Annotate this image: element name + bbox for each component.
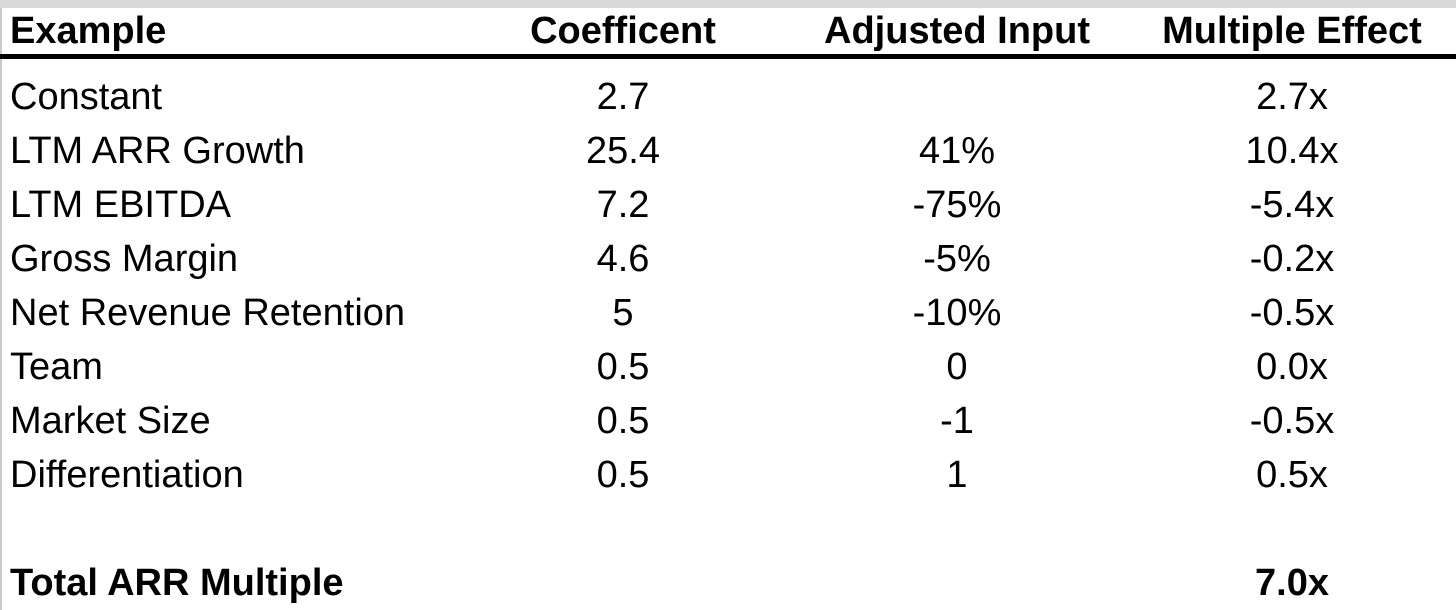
column-header-coefficent: Coefficent bbox=[460, 8, 786, 59]
multiple-effect-value: -0.5x bbox=[1249, 291, 1335, 334]
multiple-effect-value: 0.5x bbox=[1256, 453, 1328, 496]
coefficient-value: 0.5 bbox=[596, 399, 650, 442]
multiple-effect-value: -0.2x bbox=[1249, 237, 1335, 280]
row-label: Team bbox=[10, 345, 103, 388]
table-row-net-revenue-retention: Net Revenue Retention 5 -10% -0.5x bbox=[0, 286, 1456, 340]
coefficient-value: 0.5 bbox=[596, 345, 650, 388]
adjusted-input-value: -75% bbox=[912, 183, 1002, 226]
adjusted-input-value: 0 bbox=[946, 345, 968, 388]
header-gap-row bbox=[0, 57, 1456, 71]
coefficient-value: 25.4 bbox=[586, 129, 660, 172]
table-row-constant: Constant 2.7 2.7x bbox=[0, 70, 1456, 124]
column-header-example: Example bbox=[0, 8, 460, 59]
multiple-effect-value: -5.4x bbox=[1249, 183, 1335, 226]
coefficient-value: 4.6 bbox=[596, 237, 650, 280]
row-label: LTM EBITDA bbox=[10, 183, 231, 226]
table-row-gross-margin: Gross Margin 4.6 -5% -0.2x bbox=[0, 232, 1456, 286]
coefficient-value: 5 bbox=[612, 291, 634, 334]
multiple-effect-value: 0.0x bbox=[1256, 345, 1328, 388]
total-label: Total ARR Multiple bbox=[10, 561, 344, 604]
arr-multiple-table: Example Coefficent Adjusted Input Multip… bbox=[0, 8, 1456, 610]
table-row-market-size: Market Size 0.5 -1 -0.5x bbox=[0, 394, 1456, 448]
multiple-effect-value: 2.7x bbox=[1256, 75, 1328, 118]
coefficient-value: 2.7 bbox=[596, 75, 650, 118]
adjusted-input-value: 1 bbox=[946, 453, 968, 496]
column-header-adjusted-input: Adjusted Input bbox=[786, 8, 1128, 59]
table-row-ltm-ebitda: LTM EBITDA 7.2 -75% -5.4x bbox=[0, 178, 1456, 232]
top-edge-strip bbox=[0, 0, 1456, 8]
row-label: LTM ARR Growth bbox=[10, 129, 305, 172]
row-label: Gross Margin bbox=[10, 237, 239, 280]
coefficient-value: 7.2 bbox=[596, 183, 650, 226]
column-header-multiple-effect: Multiple Effect bbox=[1128, 8, 1456, 59]
total-coefficient-empty bbox=[460, 556, 786, 610]
adjusted-input-value: -1 bbox=[940, 399, 974, 442]
total-adjusted-input-empty bbox=[786, 556, 1128, 610]
blank-row bbox=[0, 502, 1456, 556]
row-label: Net Revenue Retention bbox=[10, 291, 406, 334]
multiple-effect-value: -0.5x bbox=[1249, 399, 1335, 442]
row-label: Differentiation bbox=[10, 453, 244, 496]
table-row-team: Team 0.5 0 0.0x bbox=[0, 340, 1456, 394]
adjusted-input-value: -5% bbox=[923, 237, 991, 280]
total-multiple-effect-value: 7.0x bbox=[1255, 561, 1329, 604]
left-edge-line bbox=[0, 8, 2, 610]
adjusted-input-value bbox=[786, 70, 1128, 124]
header-row: Example Coefficent Adjusted Input Multip… bbox=[0, 8, 1456, 59]
multiple-effect-value: 10.4x bbox=[1245, 129, 1339, 172]
row-label: Market Size bbox=[10, 399, 211, 442]
adjusted-input-value: 41% bbox=[918, 129, 996, 172]
adjusted-input-value: -10% bbox=[912, 291, 1002, 334]
table-row-ltm-arr-growth: LTM ARR Growth 25.4 41% 10.4x bbox=[0, 124, 1456, 178]
total-row: Total ARR Multiple 7.0x bbox=[0, 556, 1456, 610]
row-label: Constant bbox=[10, 75, 163, 118]
coefficient-value: 0.5 bbox=[596, 453, 650, 496]
table-row-differentiation: Differentiation 0.5 1 0.5x bbox=[0, 448, 1456, 502]
